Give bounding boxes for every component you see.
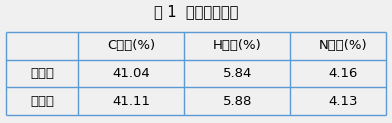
Text: 5.88: 5.88	[223, 95, 252, 108]
Text: C：　(%): C： (%)	[107, 39, 155, 52]
Text: H：　(%): H： (%)	[213, 39, 261, 52]
Text: 41.11: 41.11	[113, 95, 150, 108]
Text: 4.13: 4.13	[328, 95, 358, 108]
Text: 实际值: 实际值	[30, 95, 54, 108]
Text: 5.84: 5.84	[223, 67, 252, 80]
Text: 41.04: 41.04	[113, 67, 150, 80]
Text: 理论值: 理论值	[30, 67, 54, 80]
Text: 4.16: 4.16	[328, 67, 358, 80]
Text: N：　(%): N： (%)	[319, 39, 367, 52]
Text: 表 1  元素分析结果: 表 1 元素分析结果	[154, 4, 238, 19]
